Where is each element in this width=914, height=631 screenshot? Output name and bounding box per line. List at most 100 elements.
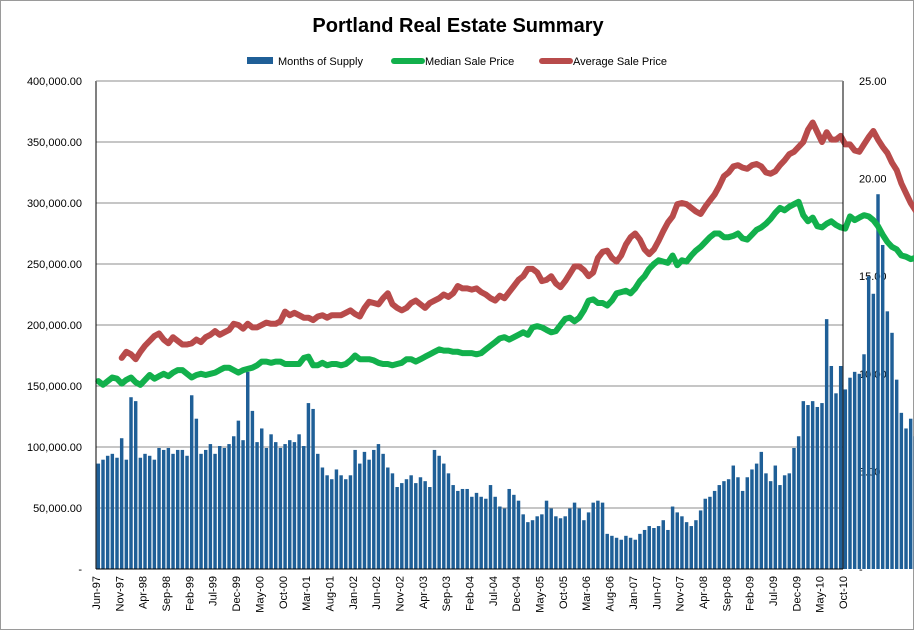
bar-months-of-supply	[535, 516, 538, 569]
bar-months-of-supply	[176, 450, 179, 569]
plot-area: -50,000.00100,000.00150,000.00200,000.00…	[27, 76, 914, 613]
bar-months-of-supply	[199, 454, 202, 569]
bar-months-of-supply	[503, 508, 506, 569]
bar-months-of-supply	[521, 514, 524, 569]
bar-months-of-supply	[307, 403, 310, 569]
x-tick-label: Feb-99	[184, 576, 196, 611]
bar-months-of-supply	[391, 473, 394, 569]
bar-months-of-supply	[568, 508, 571, 569]
bar-months-of-supply	[232, 436, 235, 569]
bar-months-of-supply	[260, 428, 263, 569]
bar-months-of-supply	[283, 444, 286, 569]
bar-months-of-supply	[157, 448, 160, 569]
bar-months-of-supply	[414, 483, 417, 569]
bar-months-of-supply	[269, 434, 272, 569]
x-tick-label: Dec-09	[791, 576, 803, 611]
bar-months-of-supply	[666, 530, 669, 569]
bar-months-of-supply	[680, 516, 683, 569]
bar-months-of-supply	[470, 497, 473, 569]
bar-months-of-supply	[125, 460, 128, 569]
bar-months-of-supply	[255, 442, 258, 569]
bar-months-of-supply	[316, 454, 319, 569]
bar-months-of-supply	[704, 499, 707, 569]
x-tick-label: May-05	[535, 576, 547, 613]
bar-months-of-supply	[741, 491, 744, 569]
bar-months-of-supply	[858, 374, 861, 569]
bar-months-of-supply	[830, 366, 833, 569]
bar-months-of-supply	[797, 436, 800, 569]
bar-months-of-supply	[447, 473, 450, 569]
x-tick-label: May-00	[254, 576, 266, 613]
bar-months-of-supply	[587, 512, 590, 569]
bar-months-of-supply	[465, 489, 468, 569]
bar-months-of-supply	[634, 540, 637, 569]
bar-months-of-supply	[489, 485, 492, 569]
bar-months-of-supply	[718, 485, 721, 569]
bar-months-of-supply	[648, 526, 651, 569]
bar-months-of-supply	[806, 405, 809, 569]
y-left-tick-label: 150,000.00	[27, 381, 82, 393]
x-tick-label: Jun-07	[651, 576, 663, 610]
bar-months-of-supply	[811, 401, 814, 569]
bar-months-of-supply	[876, 194, 879, 569]
bar-months-of-supply	[241, 440, 244, 569]
x-tick-label: Nov-07	[675, 576, 687, 611]
bar-months-of-supply	[246, 372, 249, 569]
bar-months-of-supply	[279, 448, 282, 569]
bar-months-of-supply	[839, 366, 842, 569]
bar-months-of-supply	[629, 538, 632, 569]
x-tick-label: Jan-02	[348, 576, 360, 610]
bar-months-of-supply	[120, 438, 123, 569]
x-tick-label: Nov-97	[114, 576, 126, 611]
x-tick-label: Jan-07	[628, 576, 640, 610]
bar-months-of-supply	[774, 466, 777, 569]
bar-months-of-supply	[596, 501, 599, 569]
bar-months-of-supply	[372, 450, 375, 569]
y-right-tick-label: 20.00	[859, 174, 887, 186]
y-left-tick-label: 250,000.00	[27, 259, 82, 271]
bar-months-of-supply	[134, 401, 137, 569]
bar-months-of-supply	[549, 508, 552, 569]
bar-months-of-supply	[251, 411, 254, 569]
bar-months-of-supply	[223, 448, 226, 569]
bar-months-of-supply	[788, 473, 791, 569]
bar-months-of-supply	[498, 507, 501, 569]
bar-months-of-supply	[722, 481, 725, 569]
bar-months-of-supply	[297, 434, 300, 569]
bar-months-of-supply	[367, 460, 370, 569]
bar-months-of-supply	[746, 477, 749, 569]
bar-months-of-supply	[699, 510, 702, 569]
y-left-tick-label: -	[78, 564, 82, 576]
bar-months-of-supply	[909, 419, 912, 569]
bar-months-of-supply	[554, 516, 557, 569]
legend-label: Median Sale Price	[425, 56, 514, 68]
bar-months-of-supply	[834, 393, 837, 569]
legend-label: Months of Supply	[278, 56, 363, 68]
x-tick-label: Dec-99	[231, 576, 243, 611]
x-tick-label: Apr-08	[698, 576, 710, 609]
bar-months-of-supply	[764, 473, 767, 569]
bar-months-of-supply	[344, 479, 347, 569]
bar-months-of-supply	[265, 448, 268, 569]
bar-months-of-supply	[405, 479, 408, 569]
bar-months-of-supply	[671, 507, 674, 569]
bar-months-of-supply	[890, 333, 893, 569]
bar-months-of-supply	[904, 428, 907, 569]
bar-months-of-supply	[400, 483, 403, 569]
bar-months-of-supply	[862, 354, 865, 569]
x-tick-label: Jul-09	[768, 576, 780, 606]
bar-months-of-supply	[353, 450, 356, 569]
bar-months-of-supply	[409, 475, 412, 569]
bar-months-of-supply	[591, 503, 594, 569]
bar-months-of-supply	[708, 497, 711, 569]
bar-months-of-supply	[101, 460, 104, 569]
x-tick-label: Oct-10	[838, 576, 850, 609]
y-right-tick-label: 25.00	[859, 76, 887, 88]
y-left-tick-label: 350,000.00	[27, 137, 82, 149]
bar-months-of-supply	[713, 491, 716, 569]
x-tick-label: Apr-03	[418, 576, 430, 609]
bar-months-of-supply	[657, 526, 660, 569]
